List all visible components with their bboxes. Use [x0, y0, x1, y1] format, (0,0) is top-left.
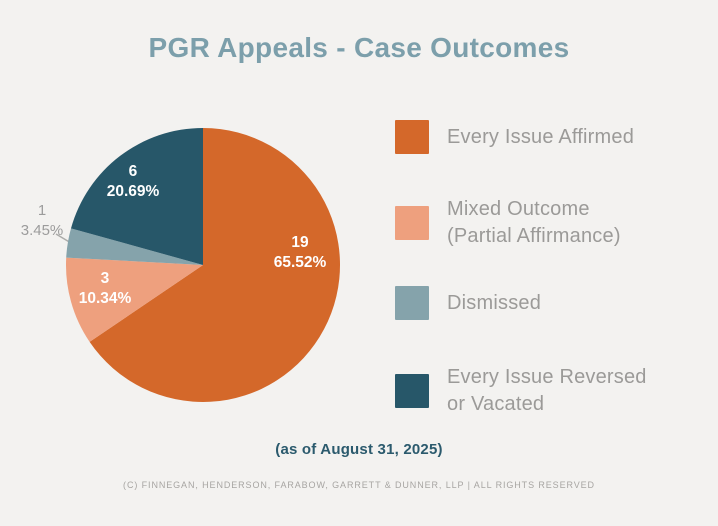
- legend-item-affirmed: Every Issue Affirmed: [395, 120, 634, 154]
- pie-chart-svg: [55, 127, 341, 403]
- legend-swatch-mixed: [395, 206, 429, 240]
- pie-label-dismissed: 1 3.45%: [21, 201, 64, 241]
- chart-title: PGR Appeals - Case Outcomes: [148, 32, 570, 63]
- pie-label-mixed: 3 10.34%: [79, 269, 132, 309]
- pie-label-affirmed: 19 65.52%: [274, 233, 327, 273]
- legend: Every Issue Affirmed Mixed Outcome (Part…: [395, 120, 705, 415]
- pie-slice-0: [89, 128, 341, 403]
- legend-label-affirmed: Every Issue Affirmed: [447, 124, 634, 151]
- pie-label-mixed-value: 3: [100, 270, 110, 287]
- pie-label-reversed-value: 6: [128, 163, 138, 180]
- pie-slice-1: [65, 257, 203, 342]
- copyright-notice: (C) FINNEGAN, HENDERSON, FARABOW, GARRET…: [123, 480, 595, 490]
- as-of-date: (as of August 31, 2025): [275, 441, 443, 458]
- pie-label-reversed: 6 20.69%: [107, 162, 160, 202]
- pie-slice-2: [66, 228, 203, 265]
- legend-label-reversed-line1: Every Issue Reversed: [447, 366, 647, 388]
- pie-label-dismissed-value: 1: [37, 202, 47, 219]
- legend-item-reversed: Every Issue Reversed or Vacated: [395, 364, 647, 418]
- legend-swatch-reversed: [395, 374, 429, 408]
- pie-label-affirmed-value: 19: [291, 234, 309, 251]
- pie-label-affirmed-pct: 65.52%: [273, 254, 327, 271]
- legend-item-mixed: Mixed Outcome (Partial Affirmance): [395, 196, 621, 250]
- legend-label-dismissed-line1: Dismissed: [447, 291, 542, 314]
- legend-label-reversed: Every Issue Reversed or Vacated: [447, 364, 647, 418]
- pie-slices: [65, 127, 341, 403]
- legend-label-affirmed-line1: Every Issue Affirmed: [447, 125, 635, 148]
- legend-swatch-dismissed: [395, 286, 429, 320]
- legend-label-mixed-line2: (Partial Affirmance): [447, 225, 621, 247]
- legend-label-dismissed: Dismissed: [447, 290, 541, 317]
- pie-label-reversed-pct: 20.69%: [106, 183, 160, 200]
- pie-label-mixed-pct: 10.34%: [78, 290, 132, 307]
- pie-slice-3: [70, 127, 204, 265]
- legend-label-reversed-line2: or Vacated: [447, 393, 545, 415]
- pie-chart-area: 19 65.52% 3 10.34% 1 3.45% 6 20.69%: [0, 100, 375, 435]
- legend-label-mixed-line1: Mixed Outcome: [447, 198, 590, 220]
- pie-label-dismissed-pct: 3.45%: [20, 222, 64, 239]
- legend-label-mixed: Mixed Outcome (Partial Affirmance): [447, 196, 621, 250]
- legend-item-dismissed: Dismissed: [395, 286, 541, 320]
- legend-swatch-affirmed: [395, 120, 429, 154]
